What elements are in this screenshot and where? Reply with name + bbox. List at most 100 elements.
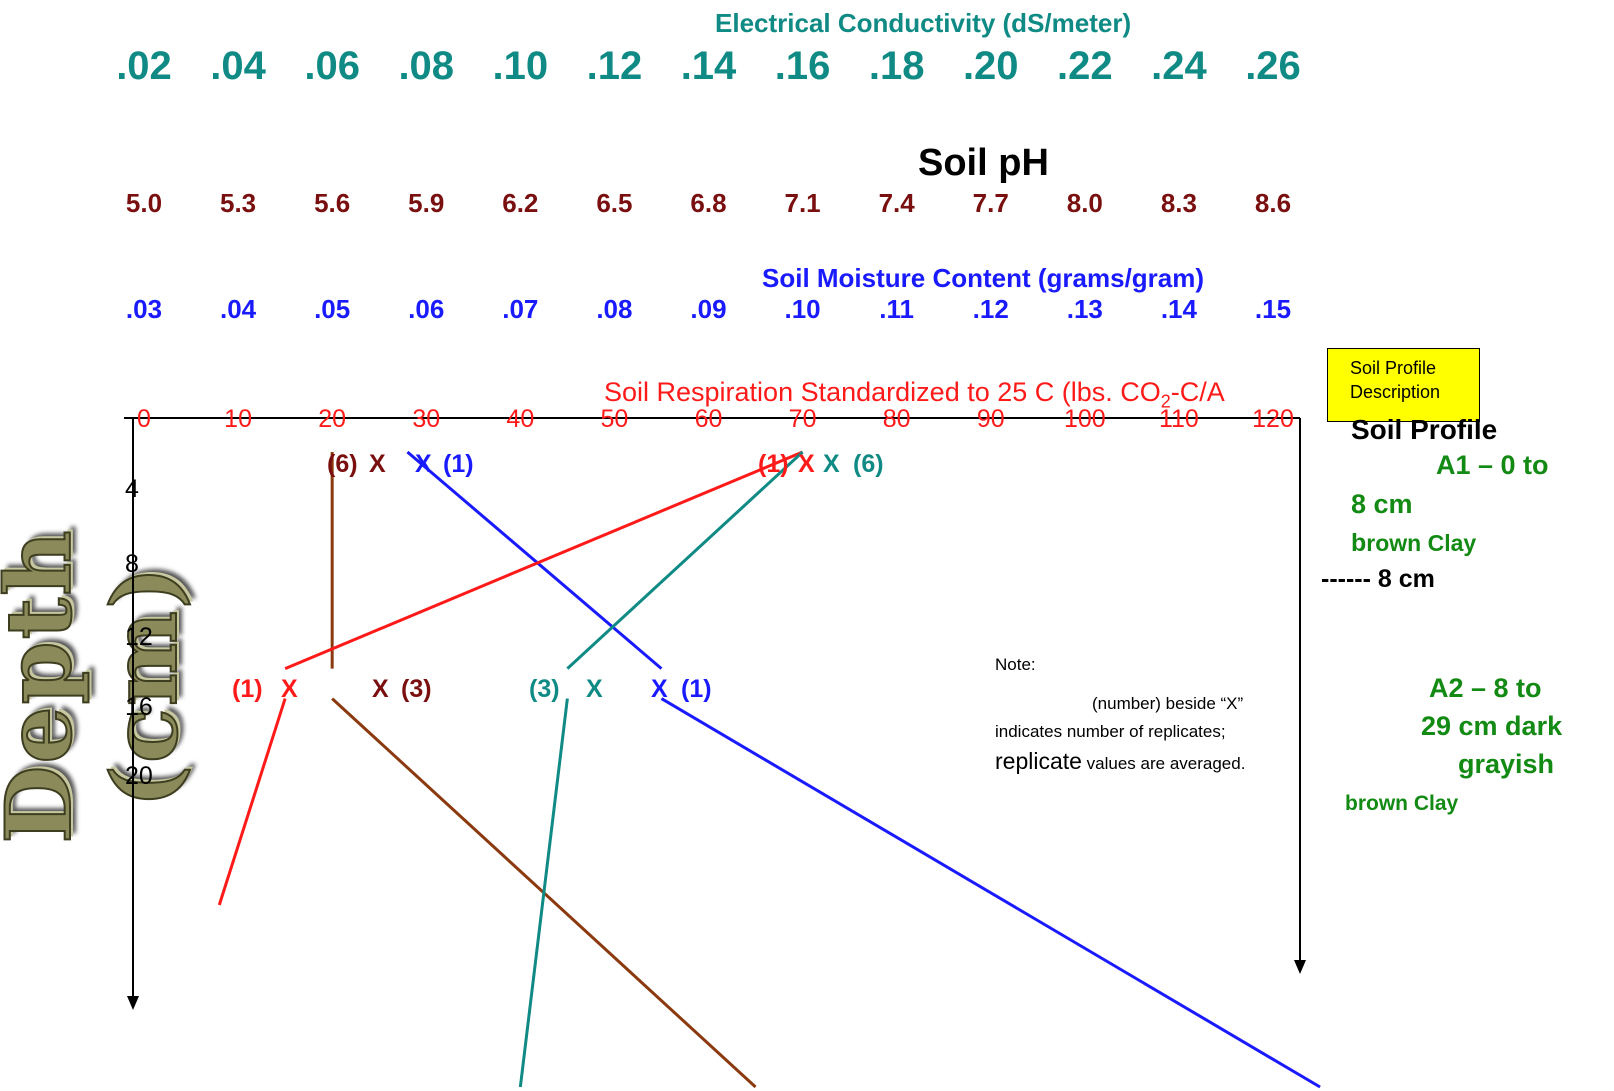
respiration-tick-3: 30 [412,405,441,433]
respiration-title-part3: -C/A [1170,377,1225,407]
depth-tick-2: 12 [125,623,153,651]
moisture-mid-replicates: (1) [681,675,712,703]
depth-tick-4: 20 [125,762,153,790]
moisture-axis-title: Soil Moisture Content (grams/gram) [762,263,1205,293]
moisture-tick-0: .03 [125,294,163,324]
ec-tick-6: .14 [680,44,737,88]
note-line4-rest: values are averaged. [1081,754,1246,773]
series-ec-segment-lower [518,698,569,1088]
profile-a2-line2: 29 cm dark [1421,711,1563,741]
profile-a1-line3-first: b [1351,529,1367,557]
moisture-tick-1: .04 [220,294,257,324]
ph-mid-marker: X [372,675,389,703]
respiration-tick-10: 100 [1063,405,1106,433]
ec-mid-replicates: (3) [529,675,560,703]
ph-tick-10: 8.0 [1066,188,1103,218]
ec-tick-12: .26 [1245,44,1301,88]
ph-axis-title: Soil pH [918,142,1049,184]
ec-tick-3: .08 [398,44,455,88]
ec-tick-1: .04 [210,44,266,88]
series-respiration-segment-upper [284,450,804,670]
ph-tick-6: 6.8 [690,188,727,218]
note-line2: (number) beside “X” [1092,694,1244,713]
series-moisture-segment-lower [660,697,1321,1089]
profile-a2-line1: A2 – 8 to [1429,673,1542,703]
respiration-tick-2: 20 [318,405,347,433]
moisture-tick-8: .11 [879,294,915,324]
resp-top-replicates: (1) [758,450,789,478]
moisture-tick-5: .08 [596,294,633,324]
moisture-tick-10: .13 [1066,294,1103,324]
depth-tick-0: 4 [125,475,139,503]
moisture-tick-3: .06 [408,294,445,324]
note-line4-big: replicate [995,748,1082,774]
ph-tick-3: 5.9 [408,188,445,218]
respiration-tick-7: 70 [788,405,817,433]
series-respiration-segment-lower [217,698,287,906]
moisture-top-replicates: (1) [443,450,474,478]
respiration-title-part1: Soil Respiration Standardized to 25 C (l… [604,377,1161,407]
ph-tick-7: 7.1 [784,188,821,218]
respiration-tick-9: 90 [976,405,1005,433]
depth-tick-3: 16 [125,693,153,721]
ec-axis-title: Electrical Conductivity (dS/meter) [715,8,1132,38]
profile-a1-line2: 8 cm [1351,489,1413,519]
respiration-tick-11: 110 [1158,405,1199,433]
ec-tick-8: .18 [868,44,925,88]
moisture-tick-12: .15 [1254,294,1292,324]
respiration-tick-1: 10 [224,405,252,433]
ph-tick-4: 6.2 [502,188,539,218]
profile-boundary: ------ 8 cm [1321,565,1435,593]
moisture-tick-4: .07 [502,294,539,324]
respiration-tick-0: 0 [137,405,151,433]
moisture-mid-marker: X [651,675,668,703]
ec-tick-9: .20 [962,44,1019,88]
note-line3: indicates number of replicates; [995,722,1226,741]
ph-top-replicates: (6) [327,450,358,478]
ph-tick-5: 6.5 [596,188,633,218]
moisture-tick-11: .14 [1160,294,1197,324]
ec-tick-0: .02 [116,44,172,88]
resp-top-marker: X [798,450,815,478]
ph-tick-11: 8.3 [1160,188,1197,218]
series-ec-segment-upper [566,450,804,670]
depth-tick-1: 8 [125,550,139,578]
ec-mid-marker: X [586,675,603,703]
ph-tick-0: 5.0 [125,188,163,218]
legend-box: Soil Profile Description [1327,348,1480,422]
ph-mid-replicates: (3) [401,675,432,703]
moisture-top-marker: X [415,450,432,478]
ph-tick-1: 5.3 [220,188,257,218]
respiration-tick-4: 40 [506,405,535,433]
profile-a1-line3-rest: rown Clay [1366,530,1477,556]
resp-mid-marker: X [281,675,298,703]
respiration-tick-5: 50 [600,405,629,433]
profile-axis-arrow [1294,960,1306,974]
series-moisture-segment-upper [406,450,663,670]
ec-top-marker: X [823,450,840,478]
ec-tick-5: .12 [586,44,643,88]
soil-profile-title: Soil Profile [1351,414,1498,445]
ph-tick-9: 7.7 [972,188,1009,218]
ec-tick-11: .24 [1151,44,1207,88]
ec-top-replicates: (6) [853,450,884,478]
ph-tick-8: 7.4 [878,188,915,218]
profile-a2-line3: grayish [1458,749,1555,779]
moisture-tick-6: .09 [690,294,727,324]
ec-tick-2: .06 [304,44,360,88]
depth-axis-arrow [127,996,139,1010]
respiration-title-subscript: 2 [1160,391,1171,412]
respiration-tick-8: 80 [882,405,911,433]
legend-line2: Description [1350,382,1441,402]
respiration-tick-12: 120 [1252,405,1294,433]
moisture-tick-7: .10 [784,294,821,324]
profile-a2-line4: brown Clay [1345,792,1459,815]
ph-tick-12: 8.6 [1254,188,1292,218]
ph-top-marker: X [369,450,386,478]
profile-a1-line1: A1 – 0 to [1436,450,1549,480]
ec-tick-7: .16 [774,44,831,88]
moisture-tick-2: .05 [314,294,351,324]
respiration-tick-6: 60 [694,405,723,433]
resp-mid-replicates: (1) [232,675,263,703]
